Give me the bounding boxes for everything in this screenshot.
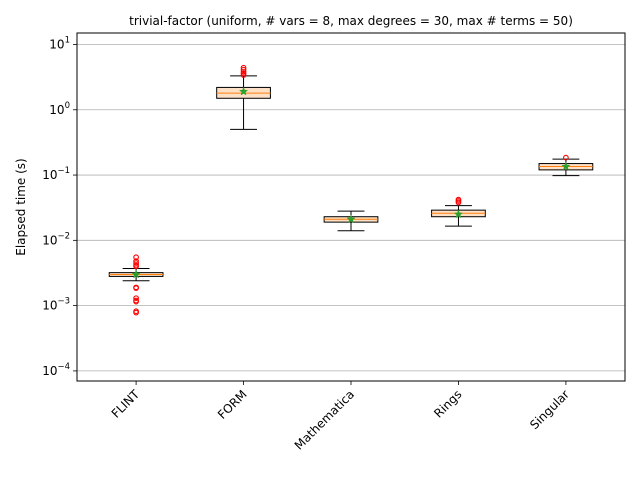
outlier-point	[133, 254, 139, 261]
chart-title: trivial-factor (uniform, # vars = 8, max…	[129, 14, 573, 28]
grid-lines	[77, 44, 625, 372]
outlier-point	[133, 298, 139, 305]
box-form	[216, 64, 271, 130]
box-flint	[108, 254, 164, 316]
x-axis-ticks: FLINT FORM Mathematica Rings Singular	[109, 381, 572, 453]
y-tick-label: 10−3	[42, 297, 70, 313]
box-mathematica	[323, 210, 379, 232]
y-axis-label: Elapsed time (s)	[14, 158, 28, 256]
x-tick-label: Singular	[527, 387, 572, 432]
box-singular	[538, 154, 594, 177]
mean-marker	[238, 86, 249, 96]
mean-marker	[453, 209, 464, 219]
y-axis-ticks: 10−4 10−3 10−2 10−1 100 101	[42, 35, 77, 378]
y-tick-label: 100	[49, 101, 70, 117]
outlier-point	[563, 154, 569, 161]
box-rings	[431, 196, 486, 227]
outlier-point	[240, 66, 247, 73]
y-tick-label: 101	[49, 35, 70, 51]
y-tick-label: 10−4	[42, 362, 70, 378]
x-tick-label: FLINT	[109, 387, 143, 421]
outlier-point	[133, 260, 139, 266]
outlier-point	[455, 199, 462, 206]
outlier-point	[240, 72, 247, 78]
mean-marker	[131, 269, 141, 279]
mean-marker	[346, 214, 356, 224]
x-tick-label: FORM	[215, 387, 250, 422]
x-tick-label: Rings	[431, 387, 464, 420]
boxes	[108, 64, 594, 316]
outlier-point	[133, 263, 139, 270]
outlier-point	[133, 295, 139, 302]
mean-marker	[561, 161, 571, 171]
y-tick-label: 10−1	[42, 166, 70, 182]
x-tick-label: Mathematica	[292, 387, 357, 452]
outlier-point	[133, 258, 139, 264]
outlier-point	[133, 309, 139, 316]
outlier-point	[133, 285, 139, 292]
plot-frame	[76, 32, 626, 382]
y-tick-label: 10−2	[42, 231, 70, 247]
